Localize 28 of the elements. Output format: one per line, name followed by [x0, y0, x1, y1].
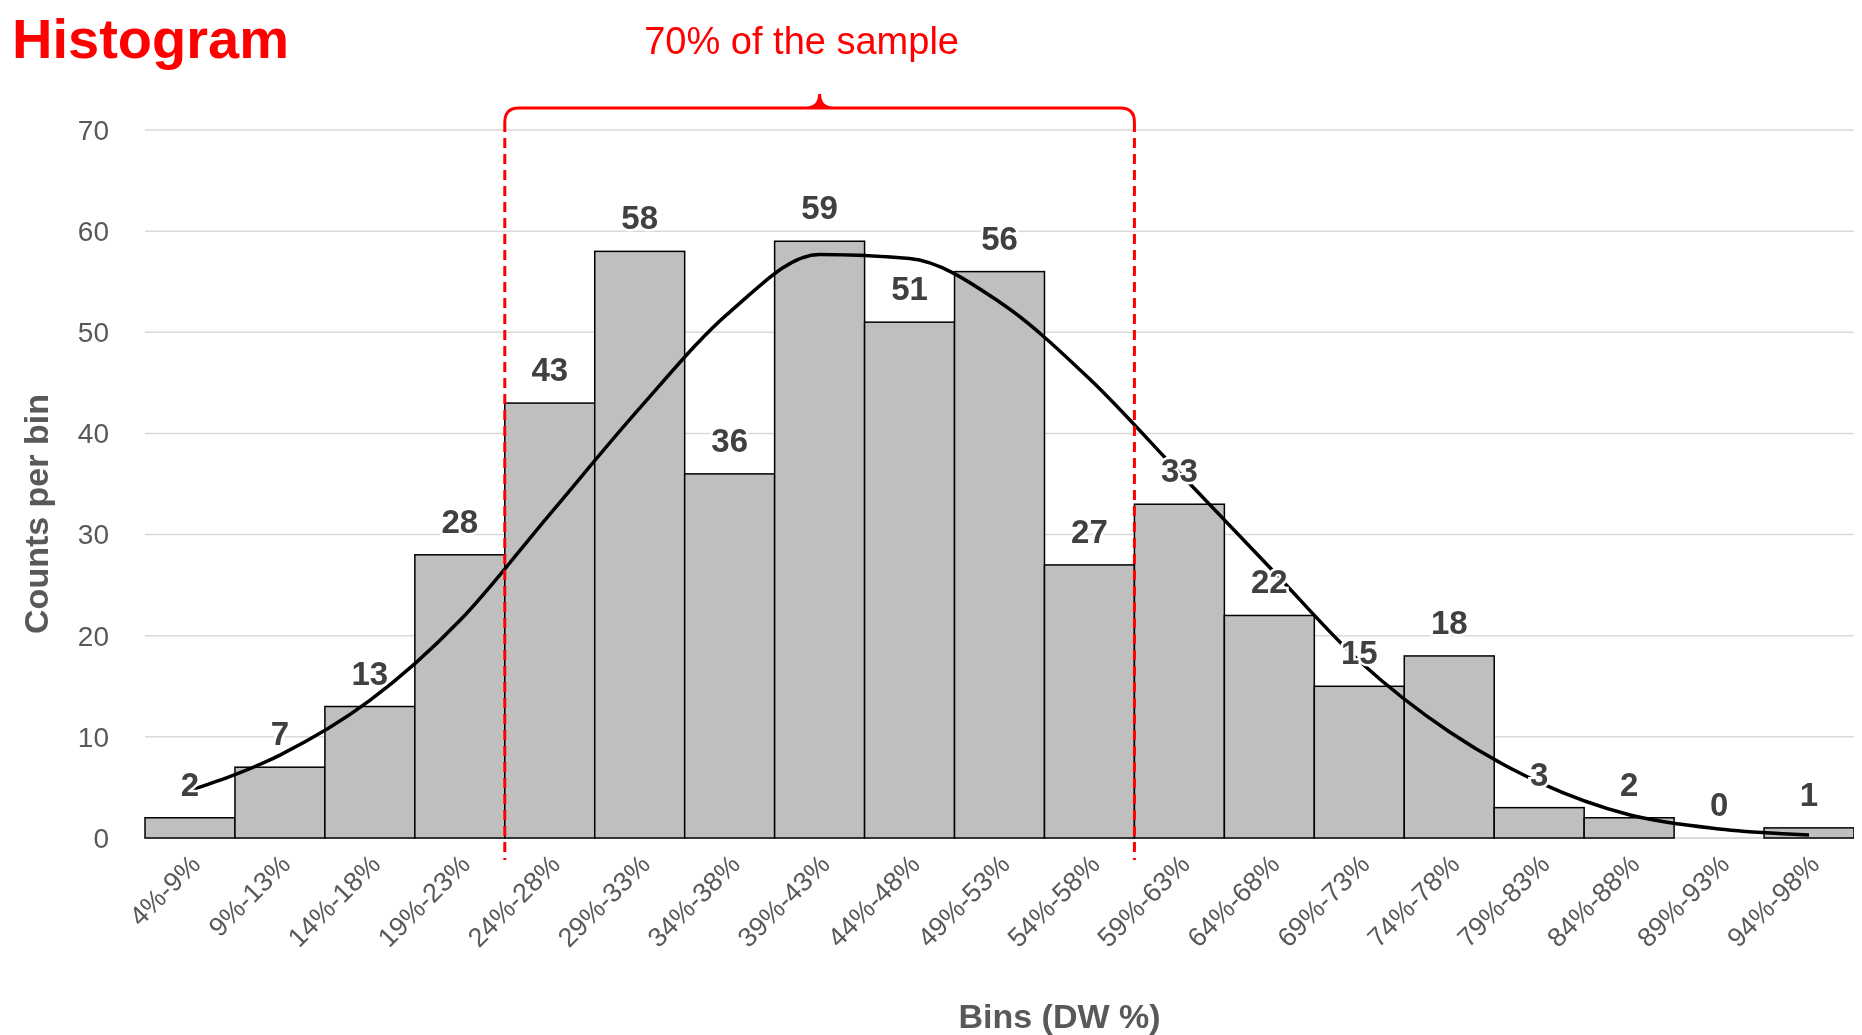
y-axis-title: Counts per bin	[17, 394, 55, 634]
data-label: 13	[351, 654, 389, 692]
data-label: 56	[981, 219, 1018, 257]
data-label: 43	[531, 351, 569, 389]
y-tick-label: 0	[93, 822, 109, 854]
data-label: 28	[441, 502, 479, 540]
data-label: 2	[180, 765, 200, 803]
y-tick-label: 60	[77, 215, 109, 247]
y-tick-label: 50	[77, 317, 109, 349]
y-tick-label: 70	[77, 114, 109, 146]
data-label: 7	[270, 715, 290, 753]
y-tick-label: 40	[77, 418, 109, 450]
data-label: 22	[1250, 563, 1288, 601]
y-tick-label: 20	[77, 620, 109, 652]
data-label: 27	[1071, 512, 1108, 550]
data-label: 36	[711, 421, 749, 459]
data-label: 2	[1619, 765, 1639, 803]
data-label: 18	[1430, 603, 1468, 641]
data-label: 51	[891, 270, 928, 308]
y-tick-label: 30	[77, 519, 109, 551]
text: 70% of the sample	[644, 20, 959, 62]
data-label: 1	[1799, 775, 1819, 813]
y-tick-label: 10	[77, 721, 109, 753]
data-label: 0	[1709, 786, 1729, 823]
x-axis-title: Bins (DW %)	[958, 997, 1161, 1035]
data-label: 59	[801, 189, 838, 227]
chart-title: Histogram	[12, 7, 289, 70]
data-label: 58	[621, 199, 659, 237]
